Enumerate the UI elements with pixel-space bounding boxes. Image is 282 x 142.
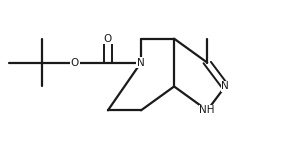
Text: NH: NH <box>199 105 215 115</box>
Text: O: O <box>104 34 112 44</box>
Text: N: N <box>137 58 145 68</box>
Text: N: N <box>221 82 229 91</box>
Text: O: O <box>71 58 79 68</box>
